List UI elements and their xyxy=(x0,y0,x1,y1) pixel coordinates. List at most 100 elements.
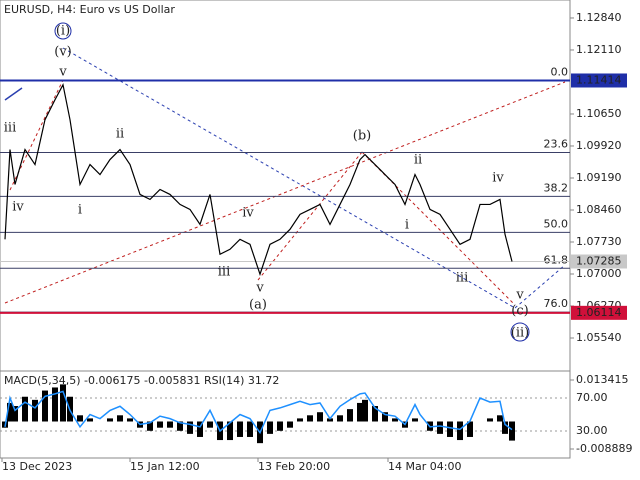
macd-bar xyxy=(347,409,353,422)
macd-bar xyxy=(227,421,233,441)
wave-label: iv xyxy=(12,200,24,215)
macd-bar xyxy=(357,402,363,422)
macd-bar xyxy=(437,421,443,434)
fib-label: 23.6 xyxy=(544,138,569,151)
wave-label: i xyxy=(78,203,82,218)
macd-bar xyxy=(457,421,463,441)
macd-bar xyxy=(107,418,113,422)
macd-bar xyxy=(187,421,193,434)
y-tick-label: 1.05540 xyxy=(576,331,622,344)
price-line xyxy=(4,83,513,277)
macd-bar xyxy=(12,406,18,422)
macd-bar xyxy=(412,418,418,422)
wave-label: v xyxy=(58,65,67,80)
wave-label: (ii) xyxy=(511,326,529,341)
rsi-tick-label: 70.00 xyxy=(576,391,608,404)
trendline xyxy=(4,81,566,304)
macd-bar xyxy=(247,421,253,437)
macd-bar xyxy=(117,415,123,422)
indicator-title: MACD(5,34,5) -0.006175 -0.005831 RSI(14)… xyxy=(4,374,279,387)
macd-bar xyxy=(382,412,388,422)
macd-tick-label: -0.008889 xyxy=(576,442,632,455)
macd-bar xyxy=(277,421,283,431)
wave-label: (a) xyxy=(249,298,267,313)
fib-label: 76.0 xyxy=(544,297,569,310)
x-tick-label: 13 Dec 2023 xyxy=(2,460,72,473)
y-tick-label: 1.09920 xyxy=(576,139,622,152)
macd-bar xyxy=(307,415,313,422)
macd-bar xyxy=(509,421,515,441)
macd-bar xyxy=(372,406,378,422)
y-tick-label: 1.10650 xyxy=(576,107,622,120)
macd-bar xyxy=(87,418,93,422)
macd-bar xyxy=(157,421,163,428)
price-box-label: 1.06114 xyxy=(576,306,622,319)
macd-bar xyxy=(327,418,333,422)
y-tick-label: 1.07730 xyxy=(576,235,622,248)
macd-bar xyxy=(42,390,48,422)
macd-bar xyxy=(177,421,183,431)
macd-bar xyxy=(317,412,323,422)
wave-label: v xyxy=(255,281,264,296)
macd-bar xyxy=(60,384,66,422)
macd-bar xyxy=(52,387,58,422)
macd-bar xyxy=(32,399,38,422)
macd-bar xyxy=(207,421,213,428)
fib-label: 38.2 xyxy=(544,181,569,194)
y-tick-label: 1.09190 xyxy=(576,171,622,184)
trendline xyxy=(514,264,566,309)
x-tick-label: 14 Mar 04:00 xyxy=(388,460,461,473)
price-box-label: 1.11414 xyxy=(576,73,622,86)
price-box-label: 1.07285 xyxy=(576,254,622,267)
macd-bar xyxy=(267,421,273,434)
macd-bar xyxy=(297,418,303,422)
macd-bar xyxy=(392,418,398,422)
wave-label: iv xyxy=(242,206,254,221)
trendline xyxy=(62,47,516,309)
wave-label: iv xyxy=(492,171,504,186)
macd-bar xyxy=(127,418,133,422)
macd-bar xyxy=(502,421,508,434)
wave-label: ii xyxy=(116,127,124,142)
wave-circle xyxy=(510,322,530,342)
wave-label: i xyxy=(405,218,409,233)
y-tick-label: 1.07000 xyxy=(576,267,622,280)
wave-circle xyxy=(54,22,72,40)
wave-label: (b) xyxy=(353,129,371,144)
macd-bar xyxy=(22,396,28,422)
y-tick-label: 1.12840 xyxy=(576,11,622,24)
rsi-line xyxy=(4,390,513,435)
macd-bar xyxy=(147,421,153,431)
macd-bar xyxy=(167,421,173,428)
wave-label: ii xyxy=(414,153,422,168)
macd-bar xyxy=(237,421,243,437)
price-box xyxy=(571,73,627,88)
macd-bar xyxy=(197,421,203,437)
macd-bar xyxy=(487,418,493,422)
x-tick-label: 15 Jan 12:00 xyxy=(130,460,200,473)
chart-title: EURUSD, H4: Euro vs US Dollar xyxy=(4,3,175,16)
y-tick-label: 1.08460 xyxy=(576,203,622,216)
wave-label: iii xyxy=(4,121,16,136)
macd-bar xyxy=(447,421,453,437)
macd-bar xyxy=(77,415,83,422)
trendline xyxy=(4,87,23,101)
macd-tick-label: 0.013415 xyxy=(576,373,629,386)
macd-bar xyxy=(7,402,13,422)
fib-label: 61.8 xyxy=(544,253,569,266)
wave-label: (i) xyxy=(56,24,70,39)
macd-bar xyxy=(287,421,293,428)
fib-label: 50.0 xyxy=(544,217,569,230)
wave-label: iii xyxy=(456,271,468,286)
wave-label: v xyxy=(515,288,524,303)
rsi-tick-label: 30.00 xyxy=(576,424,608,437)
x-tick-label: 13 Feb 20:00 xyxy=(258,460,330,473)
macd-bar xyxy=(337,415,343,422)
plot-frame xyxy=(0,0,571,459)
y-tick-label: 1.12110 xyxy=(576,43,622,56)
price-box xyxy=(571,254,627,269)
macd-bar xyxy=(467,421,473,437)
wave-label: iii xyxy=(218,265,230,280)
wave-label: (c) xyxy=(511,304,528,319)
